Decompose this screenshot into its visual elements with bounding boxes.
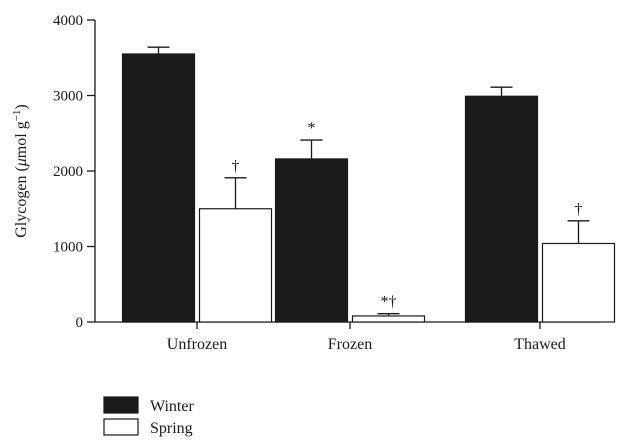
bar-winter-thawed (464, 95, 539, 323)
legend-swatch-winter (103, 396, 139, 414)
y-axis-label-mu: μ (13, 158, 30, 167)
bar-spring-frozen (351, 315, 426, 323)
y-axis-label-unit: mol g (13, 121, 30, 158)
annotation-spring-2: † (575, 201, 583, 218)
annotation-spring-1: *† (381, 294, 397, 311)
y-tick-label-1: 1000 (53, 240, 83, 256)
annotation-winter-1: * (308, 120, 316, 137)
y-tick-label-4: 4000 (53, 13, 83, 29)
y-axis-label-exponent: −1 (11, 110, 23, 122)
y-axis-label-base: Glycogen ( (13, 166, 30, 238)
bar-winter-frozen (274, 158, 349, 323)
y-tick-label-2: 2000 (53, 164, 83, 180)
y-axis-label-close: ) (13, 104, 30, 109)
y-tick-label-0: 0 (76, 315, 84, 331)
chart-axes: 0 1000 2000 3000 4000 Unfrozen Frozen Thawed (53, 13, 600, 353)
bar-winter-unfrozen (121, 53, 196, 323)
x-tick-label-2: Thawed (514, 336, 566, 353)
x-tick-label-1: Frozen (328, 336, 372, 353)
y-tick-label-3: 3000 (53, 89, 83, 105)
legend-label-spring: Spring (150, 420, 193, 437)
annotation-spring-0: † (232, 158, 240, 175)
y-axis-label: Glycogen (μmol g−1) (11, 104, 30, 238)
chart-bars: † * *† † (121, 46, 616, 323)
legend-label-winter: Winter (150, 398, 194, 415)
bar-spring-thawed (541, 242, 616, 323)
chart-legend: Winter Spring (103, 396, 194, 437)
x-tick-label-0: Unfrozen (167, 336, 227, 353)
legend-swatch-spring (103, 418, 139, 436)
bar-spring-unfrozen (198, 208, 273, 323)
